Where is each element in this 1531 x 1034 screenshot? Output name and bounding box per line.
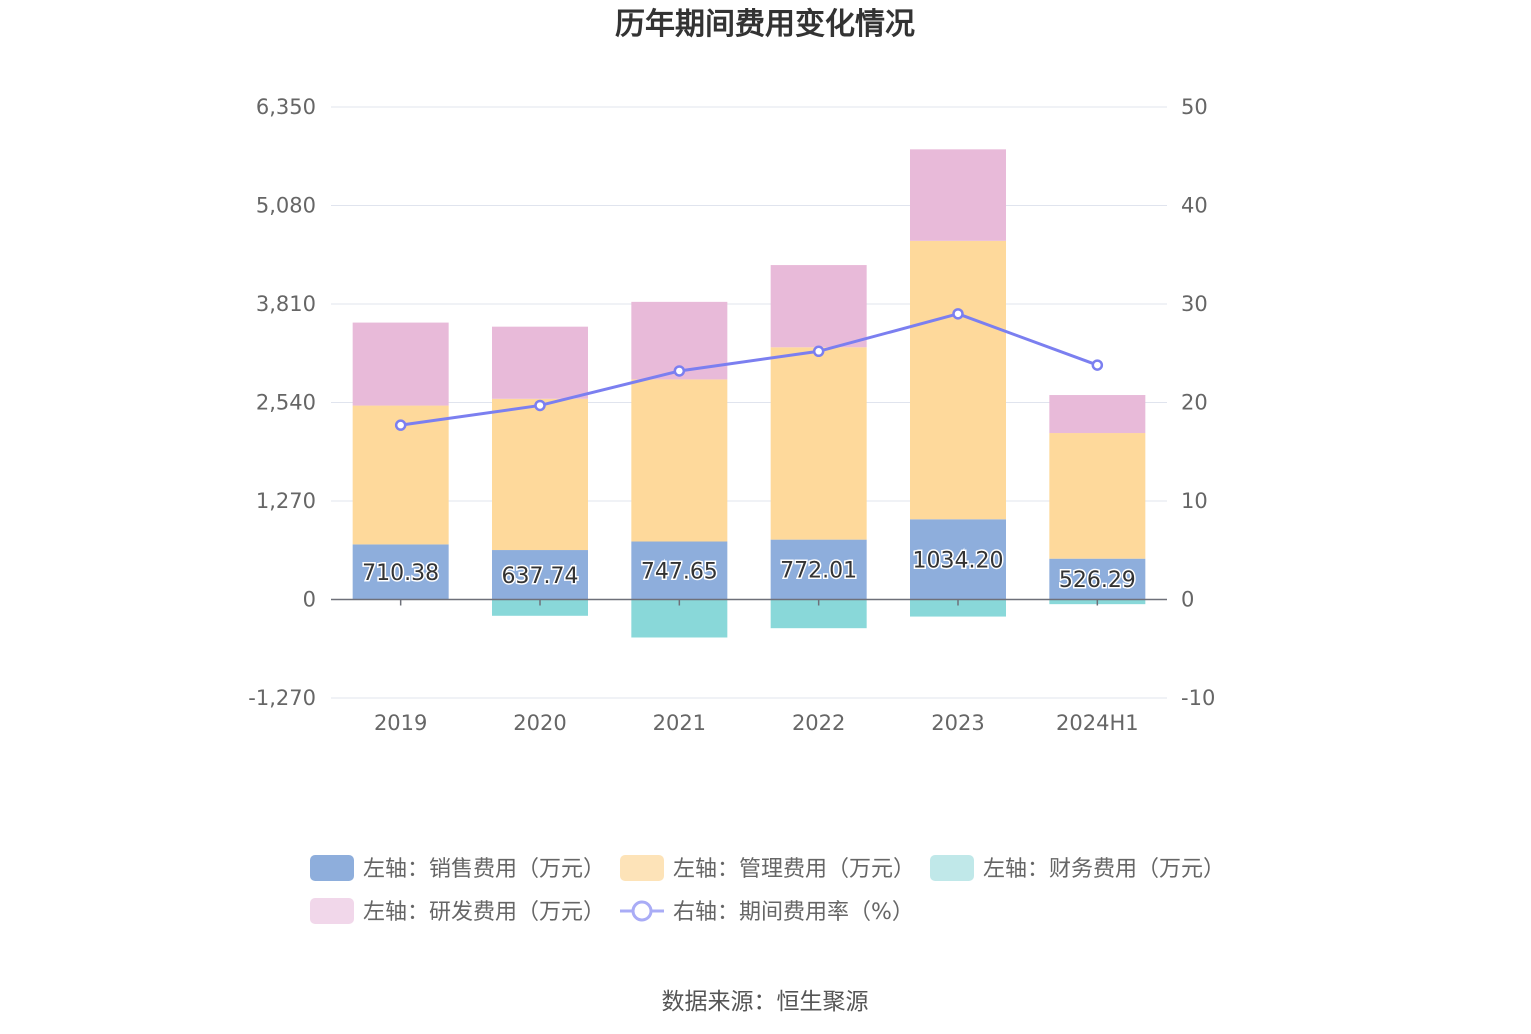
bar-segment xyxy=(492,326,588,399)
left-y-axis: -1,270 0 1,270 2,540 3,810 5,080 6,350 xyxy=(248,95,316,710)
legend-item: 右轴：期间费用率（%） xyxy=(620,900,914,925)
rate-point xyxy=(534,399,546,412)
bar-segment xyxy=(352,544,449,600)
category-label: 2023 xyxy=(931,711,984,735)
legend-swatch xyxy=(310,898,354,924)
bar-segment xyxy=(910,240,1006,520)
right-tick-label: 0 xyxy=(1181,588,1194,612)
rate-point xyxy=(394,419,407,431)
bar-segment xyxy=(631,379,728,542)
left-tick-label: 3,810 xyxy=(256,292,316,316)
legend-label: 左轴：管理费用（万元） xyxy=(673,857,915,882)
bar-segment xyxy=(770,265,867,348)
bar-segment xyxy=(631,599,728,638)
bar-segment xyxy=(770,347,867,540)
rate-point xyxy=(1091,359,1104,371)
category-label: 2022 xyxy=(792,711,845,735)
left-tick-label: 0 xyxy=(303,588,316,612)
bar-segment xyxy=(492,398,588,551)
bar-value-label: 1034.20 xyxy=(913,548,1004,573)
legend-marker-icon xyxy=(631,900,653,922)
legend-swatch xyxy=(620,855,664,881)
legend-item: 左轴：研发费用（万元） xyxy=(310,898,605,925)
bar-value-label: 637.74 xyxy=(502,564,579,589)
legend-item: 左轴：销售费用（万元） xyxy=(310,855,605,882)
bar-segment xyxy=(1049,395,1146,434)
bar-value-label: 747.65 xyxy=(641,560,718,585)
left-tick-label: -1,270 xyxy=(248,686,316,710)
rate-line xyxy=(394,308,1104,431)
right-y-axis: -10 0 10 20 30 40 50 xyxy=(1181,95,1215,710)
data-labels: 710.38 637.74 747.65 772.01 1034.20 526.29 xyxy=(361,547,1138,595)
left-tick-label: 6,350 xyxy=(256,95,316,119)
bar-segment xyxy=(910,519,1006,600)
legend-label: 左轴：研发费用（万元） xyxy=(363,900,605,925)
bar-segment xyxy=(1049,433,1146,559)
x-axis xyxy=(331,598,1167,606)
left-tick-label: 1,270 xyxy=(256,489,316,513)
rate-point xyxy=(952,308,964,320)
bar-segment xyxy=(492,599,588,616)
category-label: 2019 xyxy=(374,711,427,735)
bars xyxy=(352,149,1146,638)
bar-segment xyxy=(910,599,1006,617)
grid xyxy=(331,106,1167,699)
bar-segment xyxy=(770,539,867,600)
right-tick-label: 20 xyxy=(1181,391,1208,415)
legend-item: 左轴：管理费用（万元） xyxy=(620,855,915,882)
right-tick-label: 10 xyxy=(1181,489,1208,513)
legend-label: 左轴：财务费用（万元） xyxy=(983,857,1225,882)
bar-segment xyxy=(492,550,588,600)
bar-segment xyxy=(352,322,449,406)
x-axis-labels: 2019 2020 2021 2022 2023 2024H1 xyxy=(374,711,1139,735)
legend-label: 右轴：期间费用率（%） xyxy=(673,900,914,925)
bar-value-label: 772.01 xyxy=(780,559,857,584)
chart-title: 历年期间费用变化情况 xyxy=(615,7,915,42)
category-label: 2021 xyxy=(653,711,706,735)
legend: 左轴：销售费用（万元） 左轴：管理费用（万元） 左轴：财务费用（万元） 左轴：研发费用… xyxy=(310,855,1225,925)
rate-point xyxy=(812,345,825,358)
right-tick-label: 30 xyxy=(1181,292,1208,316)
category-label: 2024H1 xyxy=(1056,711,1139,735)
bar-segment xyxy=(910,149,1006,241)
bar-value-label: 710.38 xyxy=(362,561,439,586)
legend-swatch xyxy=(310,855,354,881)
right-tick-label: 40 xyxy=(1181,194,1208,218)
category-label: 2020 xyxy=(513,711,566,735)
source-note: 数据来源：恒生聚源 xyxy=(662,989,869,1015)
bar-value-label: 526.29 xyxy=(1059,568,1136,593)
legend-label: 左轴：销售费用（万元） xyxy=(363,857,605,882)
bar-segment xyxy=(631,541,728,600)
legend-swatch xyxy=(930,855,974,881)
legend-item: 左轴：财务费用（万元） xyxy=(930,855,1225,882)
left-tick-label: 5,080 xyxy=(256,194,316,218)
right-tick-label: 50 xyxy=(1181,95,1208,119)
right-tick-label: -10 xyxy=(1181,686,1215,710)
rate-point xyxy=(673,365,686,377)
rate-line-path xyxy=(400,312,1098,427)
bar-segment xyxy=(1049,558,1146,600)
left-tick-label: 2,540 xyxy=(256,391,316,415)
